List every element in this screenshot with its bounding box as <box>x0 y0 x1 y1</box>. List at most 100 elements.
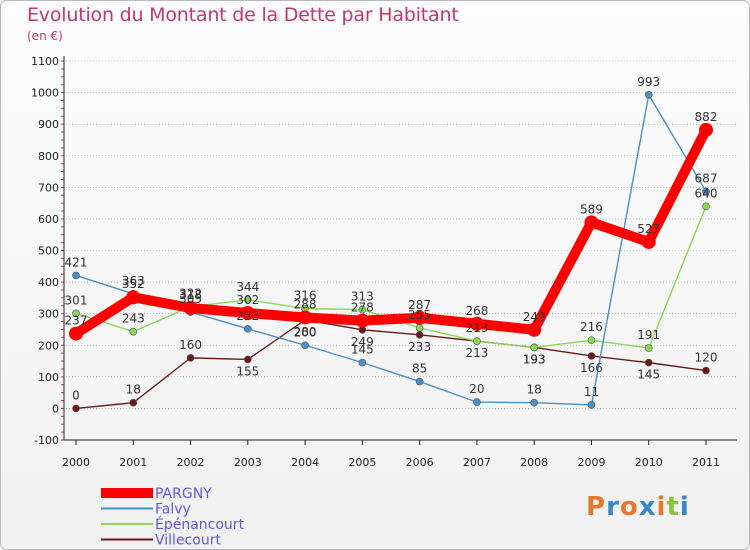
y-tick-label: 600 <box>38 213 59 226</box>
legend-label: Villecourt <box>155 533 221 549</box>
data-label: 249 <box>523 310 546 324</box>
data-label: 213 <box>465 346 488 360</box>
legend-label: Épénancourt <box>155 516 245 533</box>
data-point <box>530 398 538 407</box>
data-label: 322 <box>179 287 202 301</box>
x-tick-label: 2008 <box>520 456 548 469</box>
data-label: 344 <box>236 280 259 294</box>
data-label: 11 <box>584 385 599 399</box>
data-point <box>126 290 141 305</box>
data-label: 213 <box>465 321 488 335</box>
y-tick-label: 400 <box>38 276 59 289</box>
data-point <box>358 305 367 314</box>
data-label: 589 <box>580 202 603 216</box>
data-label: 191 <box>637 328 660 342</box>
data-point <box>244 325 252 333</box>
logo-letter: o <box>619 492 639 522</box>
data-point <box>473 337 481 345</box>
series-line-villecourt <box>75 319 707 410</box>
data-label: 288 <box>294 297 317 311</box>
data-point <box>415 324 424 332</box>
logo-letter: i <box>679 492 690 522</box>
data-label: 120 <box>695 351 718 365</box>
data-label: 155 <box>236 364 259 378</box>
data-point <box>358 358 367 367</box>
data-point <box>72 309 80 318</box>
data-point <box>702 202 710 211</box>
data-point <box>587 401 596 409</box>
data-point <box>702 366 710 375</box>
data-label: 18 <box>527 383 542 397</box>
data-point <box>301 341 309 350</box>
data-label: 352 <box>122 277 145 291</box>
x-tick-label: 2007 <box>463 456 491 469</box>
data-label: 313 <box>351 290 374 304</box>
logo-letter: r <box>606 492 620 522</box>
data-point <box>72 271 80 280</box>
y-tick-label: -100 <box>34 434 59 447</box>
data-label: 993 <box>637 75 660 89</box>
data-label: 200 <box>294 325 317 339</box>
x-tick-label: 2000 <box>62 456 90 469</box>
data-point <box>473 398 481 406</box>
logo-letter: P <box>586 492 607 522</box>
data-label: 249 <box>351 335 374 349</box>
data-point <box>644 90 653 99</box>
y-tick-label: 800 <box>38 150 59 163</box>
y-tick-label: 500 <box>38 245 59 258</box>
data-label: 18 <box>126 383 141 397</box>
data-label: 193 <box>523 352 546 366</box>
data-point <box>69 326 83 341</box>
logo-letter: x <box>638 492 657 522</box>
chart-unit-label: (en €) <box>27 29 63 43</box>
data-label: 280 <box>294 325 317 339</box>
data-label: 160 <box>179 338 202 352</box>
x-tick-label: 2006 <box>406 456 434 469</box>
data-label: 85 <box>412 362 427 376</box>
data-label: 0 <box>72 388 80 402</box>
data-label: 166 <box>580 361 603 375</box>
y-tick-label: 700 <box>38 181 59 194</box>
data-point <box>527 322 542 337</box>
data-label: 237 <box>65 314 88 328</box>
data-point <box>186 354 195 362</box>
data-point <box>699 122 713 137</box>
data-label: 145 <box>637 368 660 382</box>
data-label: 301 <box>65 293 88 307</box>
chart-title: Evolution du Montant de la Dette par Hab… <box>27 4 459 26</box>
data-point <box>72 404 80 413</box>
data-label: 527 <box>637 222 660 236</box>
x-tick-label: 2001 <box>119 456 147 469</box>
data-point <box>587 336 596 344</box>
x-tick-label: 2004 <box>291 456 319 469</box>
data-label: 302 <box>236 293 259 307</box>
data-point <box>244 295 252 304</box>
data-point <box>584 215 599 230</box>
y-tick-label: 100 <box>38 371 59 384</box>
data-label: 316 <box>294 289 317 303</box>
data-point <box>240 306 255 321</box>
x-tick-label: 2010 <box>635 456 663 469</box>
data-point <box>587 352 596 360</box>
y-tick-label: 0 <box>52 402 59 415</box>
data-label: 287 <box>408 298 431 312</box>
y-tick-label: 300 <box>38 308 59 321</box>
x-tick-label: 2003 <box>234 456 262 469</box>
proxiti-logo: Proxiti <box>586 492 690 522</box>
data-label: 145 <box>351 343 374 357</box>
logo-letter: t <box>666 492 680 522</box>
data-point <box>415 377 424 386</box>
data-label: 640 <box>695 186 718 200</box>
data-point <box>129 327 138 336</box>
data-point <box>644 358 653 367</box>
data-label: 687 <box>695 171 718 185</box>
data-point <box>412 310 427 325</box>
data-label: 318 <box>179 288 202 302</box>
y-tick-label: 900 <box>38 118 59 131</box>
data-label: 252 <box>236 309 259 323</box>
x-tick-label: 2009 <box>577 456 605 469</box>
data-point <box>469 316 484 331</box>
y-tick-label: 1100 <box>31 55 59 68</box>
